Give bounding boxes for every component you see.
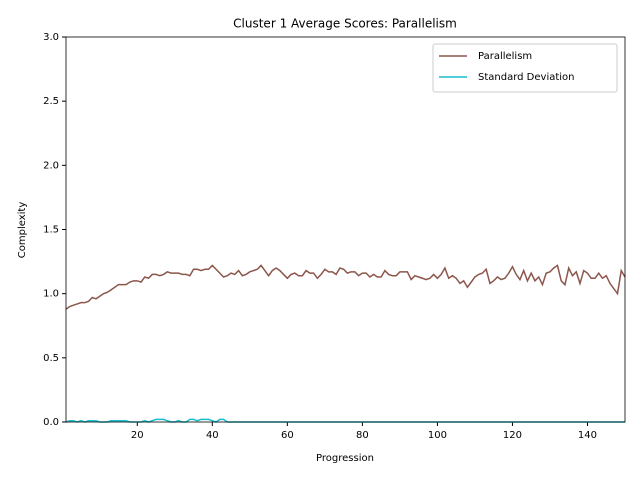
x-tick-label: 100: [428, 430, 447, 441]
x-tick-label: 140: [578, 430, 597, 441]
legend-label: Standard Deviation: [478, 72, 575, 83]
y-tick-label: 1.0: [43, 289, 59, 300]
y-tick-label: 0.0: [43, 417, 59, 428]
legend-label: Parallelism: [478, 51, 532, 62]
y-tick-label: 1.5: [43, 225, 59, 236]
series-line: [65, 264, 626, 310]
y-tick-label: 0.5: [43, 353, 59, 364]
x-tick-label: 120: [503, 430, 522, 441]
legend-box: [432, 43, 618, 93]
y-tick-label: 3.0: [43, 32, 59, 43]
axes-frame: [65, 36, 626, 423]
x-axis-label: Progression: [316, 453, 374, 464]
x-tick-label: 40: [206, 430, 219, 441]
y-tick-label: 2.5: [43, 96, 59, 107]
x-tick-label: 60: [281, 430, 294, 441]
chart-title: Cluster 1 Average Scores: Parallelism: [233, 17, 457, 31]
y-axis-label: Complexity: [17, 202, 28, 259]
x-tick-label: 80: [356, 430, 369, 441]
x-tick-label: 20: [131, 430, 144, 441]
y-tick-label: 2.0: [43, 160, 59, 171]
